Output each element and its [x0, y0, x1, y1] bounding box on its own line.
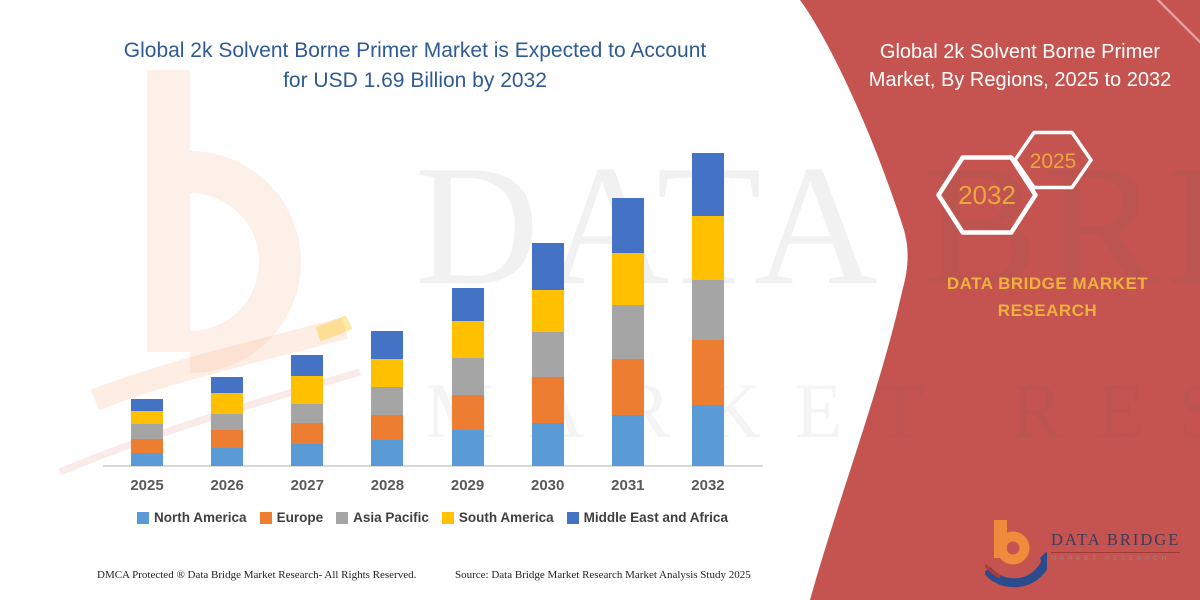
legend-item-4: Middle East and Africa [566, 510, 728, 525]
legend-swatch-icon [259, 511, 272, 524]
chart-title-line1: Global 2k Solvent Borne Primer Market is… [123, 39, 707, 62]
legend-label: North America [154, 510, 247, 525]
x-axis-label-2027: 2027 [290, 477, 324, 494]
bar-segment-2026-2 [211, 413, 244, 430]
bar-segment-2032-4 [691, 153, 724, 217]
bar-segment-2030-2 [531, 331, 564, 377]
bar-segment-2032-2 [691, 280, 724, 341]
legend-label: Asia Pacific [353, 510, 429, 525]
bar-segment-2025-0 [131, 453, 163, 466]
bar-segment-2026-3 [211, 393, 244, 414]
bar-column-2025 [131, 399, 163, 466]
side-panel-title-line1: Global 2k Solvent Borne Primer [879, 41, 1161, 63]
bar-column-2032 [691, 153, 724, 466]
corner-accent-line-icon [1156, 0, 1200, 44]
legend-swatch-icon [441, 511, 454, 524]
bar-column-2027 [291, 354, 324, 466]
legend-swatch-icon [336, 511, 349, 524]
bar-segment-2026-1 [211, 429, 244, 448]
bar-segment-2032-0 [691, 404, 724, 466]
bar-segment-2029-1 [451, 395, 484, 431]
bar-segment-2027-2 [291, 403, 324, 423]
hexagon-2025-label: 2025 [1030, 150, 1077, 173]
hexagon-2032-icon [936, 155, 1038, 235]
bar-segment-2031-4 [611, 198, 644, 253]
brand-name-text: DATA BRIDGE MARKET RESEARCH [895, 270, 1200, 324]
bar-column-2031 [611, 198, 644, 466]
bar-segment-2025-1 [131, 438, 163, 453]
bar-segment-2031-3 [611, 252, 644, 305]
bar-segment-2028-0 [371, 439, 404, 466]
bar-segment-2025-2 [131, 423, 163, 439]
data-bridge-logo: DATA BRIDGE MARKET RESEARCH [985, 518, 1181, 590]
hexagon-2025-icon [1013, 130, 1093, 190]
red-polygon [800, 0, 1200, 600]
bar-segment-2028-2 [371, 387, 404, 416]
bar-column-2030 [531, 243, 564, 466]
bar-segment-2027-0 [291, 443, 324, 466]
side-panel-title: Global 2k Solvent Borne Primer Market, B… [850, 38, 1190, 94]
bar-segment-2031-2 [611, 304, 644, 359]
year-hexagons: 2032 2025 [936, 130, 1093, 235]
bar-segment-2026-0 [211, 447, 244, 466]
bar-column-2028 [371, 331, 404, 466]
bar-segment-2031-0 [611, 415, 644, 466]
watermark-b-icon [58, 70, 361, 476]
legend-label: Europe [276, 510, 324, 525]
x-axis-line [103, 465, 763, 467]
logo-b-icon [985, 520, 1047, 588]
stacked-bar-chart: 2025 2026 2027 2028 2029 2030 2031 2032 North A… [100, 153, 765, 525]
bar-segment-2030-0 [531, 422, 564, 466]
side-panel-title-line2: Market, By Regions, 2025 to 2032 [868, 69, 1172, 91]
bar-segment-2029-3 [451, 321, 484, 358]
legend-label: Middle East and Africa [583, 510, 728, 525]
x-axis-label-2030: 2030 [531, 477, 565, 494]
bar-segment-2027-4 [291, 354, 324, 376]
bar-segment-2027-1 [291, 422, 324, 444]
bar-segment-2026-4 [211, 377, 244, 394]
bar-segment-2030-4 [531, 243, 564, 290]
red-side-panel [800, 0, 1200, 600]
bar-segment-2032-1 [691, 340, 724, 405]
x-axis-label-2026: 2026 [210, 477, 244, 494]
brand-name-line1: DATA BRIDGE MARKET [946, 274, 1149, 293]
x-axis-label-2028: 2028 [370, 477, 405, 494]
legend-item-1: Europe [259, 510, 324, 525]
bar-segment-2028-1 [371, 415, 404, 440]
bar-segment-2029-4 [451, 288, 484, 322]
footer-source-text: Source: Data Bridge Market Research Mark… [455, 569, 751, 581]
legend-swatch-icon [137, 511, 150, 524]
x-axis-label-2025: 2025 [130, 477, 164, 494]
hexagon-2032-label: 2032 [958, 180, 1016, 210]
legend-label: South America [458, 510, 554, 525]
x-axis-label-2032: 2032 [691, 477, 725, 494]
bar-segment-2032-3 [691, 216, 724, 281]
bar-segment-2030-1 [531, 376, 564, 423]
legend-swatch-icon [566, 511, 579, 524]
footer-dmca-text: DMCA Protected ® Data Bridge Market Rese… [97, 569, 417, 581]
legend-item-2: Asia Pacific [336, 510, 429, 525]
bar-segment-2029-2 [451, 357, 484, 396]
bar-segment-2028-3 [371, 358, 404, 388]
brand-name-line2: RESEARCH [997, 301, 1098, 320]
bar-column-2026 [211, 377, 244, 466]
chart-title-line2: for USD 1.69 Billion by 2032 [283, 69, 547, 92]
bar-segment-2030-3 [531, 289, 564, 332]
chart-legend: North America Europe Asia Pacific South Ame… [100, 510, 765, 525]
bar-column-2029 [451, 288, 484, 466]
legend-item-0: North America [137, 510, 247, 525]
bar-segment-2027-3 [291, 375, 324, 404]
bar-segment-2028-4 [371, 331, 404, 359]
logo-wordmark: DATA BRIDGE [1051, 530, 1181, 553]
bar-segment-2025-4 [131, 399, 163, 412]
legend-item-3: South America [441, 510, 554, 525]
bar-segment-2025-3 [131, 411, 163, 424]
bar-segment-2031-1 [611, 358, 644, 416]
chart-title: Global 2k Solvent Borne Primer Market is… [110, 36, 720, 96]
x-axis-label-2031: 2031 [611, 477, 645, 494]
logo-subtitle: MARKET RESEARCH [1051, 555, 1170, 562]
bar-segment-2029-0 [451, 430, 484, 466]
x-axis-label-2029: 2029 [450, 477, 485, 494]
